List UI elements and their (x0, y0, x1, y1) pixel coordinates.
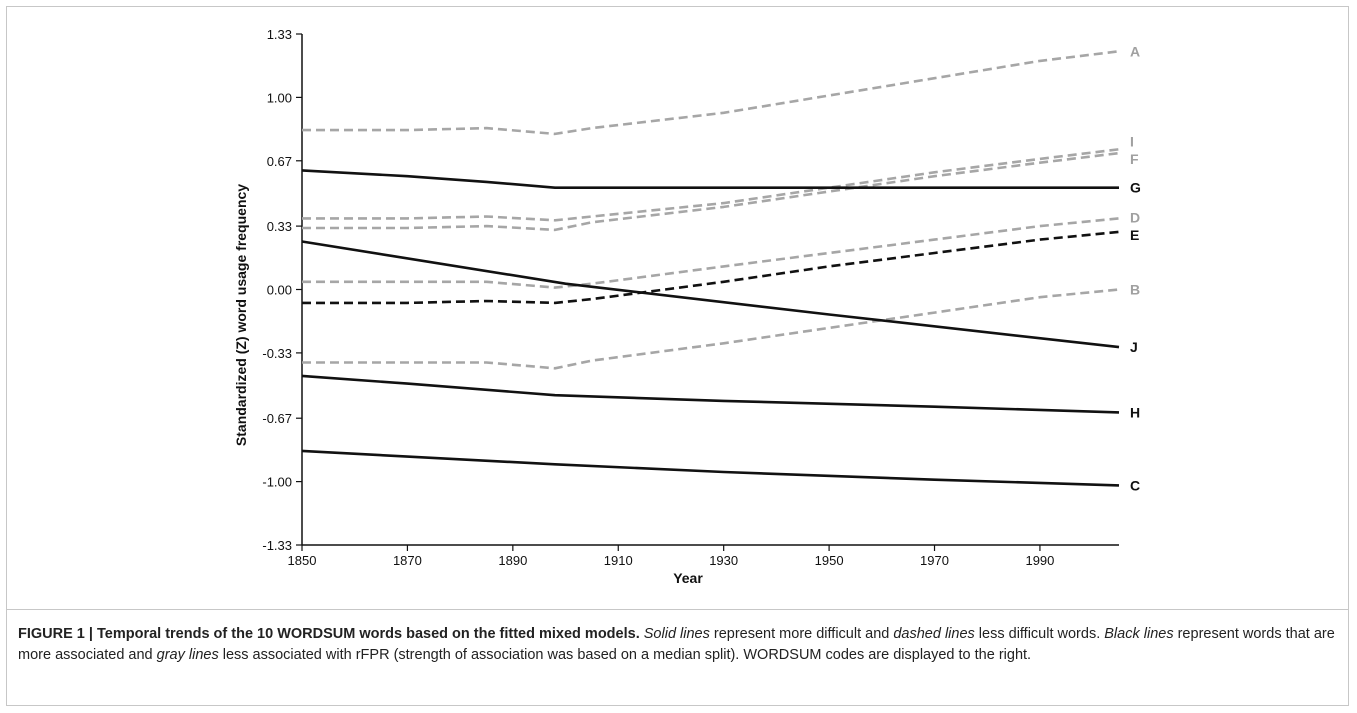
x-tick-label: 1930 (709, 553, 738, 568)
caption-text-3: represent words that are more associated… (18, 626, 1335, 663)
y-tick-label: 0.33 (267, 219, 292, 234)
series-label-f: F (1130, 151, 1139, 167)
series-line-h (301, 374, 1120, 414)
x-axis-label: Year (673, 570, 703, 586)
y-tick-label: -0.33 (262, 346, 292, 361)
caption-text-4: less associated with rFPR (strength of a… (218, 646, 1032, 663)
y-tick-label: -1.33 (262, 538, 292, 553)
y-axis-label: Standardized (Z) word usage frequency (233, 184, 249, 446)
caption-text-1: represent more difficult and (709, 626, 894, 642)
series-line-d (302, 217, 1120, 289)
axes: 1.33 1.00 0.67 0.33 0.00 -0.33 -0.67 -1.00 -1.33… (262, 27, 1119, 568)
caption-divider (6, 609, 1349, 610)
series-label-a: A (1130, 43, 1140, 59)
figure-caption: FIGURE 1 | Temporal trends of the 10 WOR… (18, 624, 1340, 665)
series-label-c: C (1130, 477, 1140, 493)
x-tick-label: 1850 (288, 553, 317, 568)
x-tick-label: 1990 (1025, 553, 1054, 568)
series-line-g (301, 169, 1119, 189)
caption-solid-lines: Solid lines (643, 626, 710, 642)
series-line-b (302, 288, 1120, 370)
series-line-f (302, 151, 1120, 232)
series-label-b: B (1130, 282, 1140, 298)
caption-gray-lines: gray lines (156, 646, 219, 663)
series-line-i (302, 148, 1120, 222)
y-tick-label: 1.00 (267, 90, 292, 105)
caption-text-2: less difficult words. (974, 626, 1105, 642)
x-tick-label: 1910 (604, 553, 633, 568)
y-tick-label: -1.00 (262, 475, 292, 490)
y-tick-label: 0.67 (267, 154, 292, 169)
y-tick-label: 0.00 (267, 283, 292, 298)
series-label-e: E (1130, 227, 1139, 243)
x-tick-label: 1950 (815, 553, 844, 568)
series-line-c (301, 449, 1120, 487)
series-layer (301, 50, 1120, 487)
series-label-j: J (1130, 339, 1138, 355)
series-label-h: H (1130, 404, 1140, 420)
series-label-g: G (1130, 180, 1141, 196)
caption-lead: FIGURE 1 | Temporal trends of the 10 WOR… (18, 626, 640, 642)
series-label-d: D (1130, 209, 1140, 225)
x-tick-label: 1890 (498, 553, 527, 568)
y-tick-label: 1.33 (267, 27, 292, 42)
figure-frame (6, 6, 1349, 706)
caption-dashed-lines: dashed lines (893, 626, 975, 642)
series-line-e (302, 230, 1120, 305)
y-tick-label: -0.67 (262, 411, 292, 426)
series-line-a (302, 50, 1120, 136)
line-chart: 1.33 1.00 0.67 0.33 0.00 -0.33 -0.67 -1.00 -1.33… (233, 27, 1141, 586)
series-label-i: I (1130, 133, 1134, 149)
series-line-j (301, 240, 1120, 349)
x-tick-label: 1870 (393, 553, 422, 568)
caption-black-lines: Black lines (1104, 626, 1174, 642)
x-tick-label: 1970 (920, 553, 949, 568)
